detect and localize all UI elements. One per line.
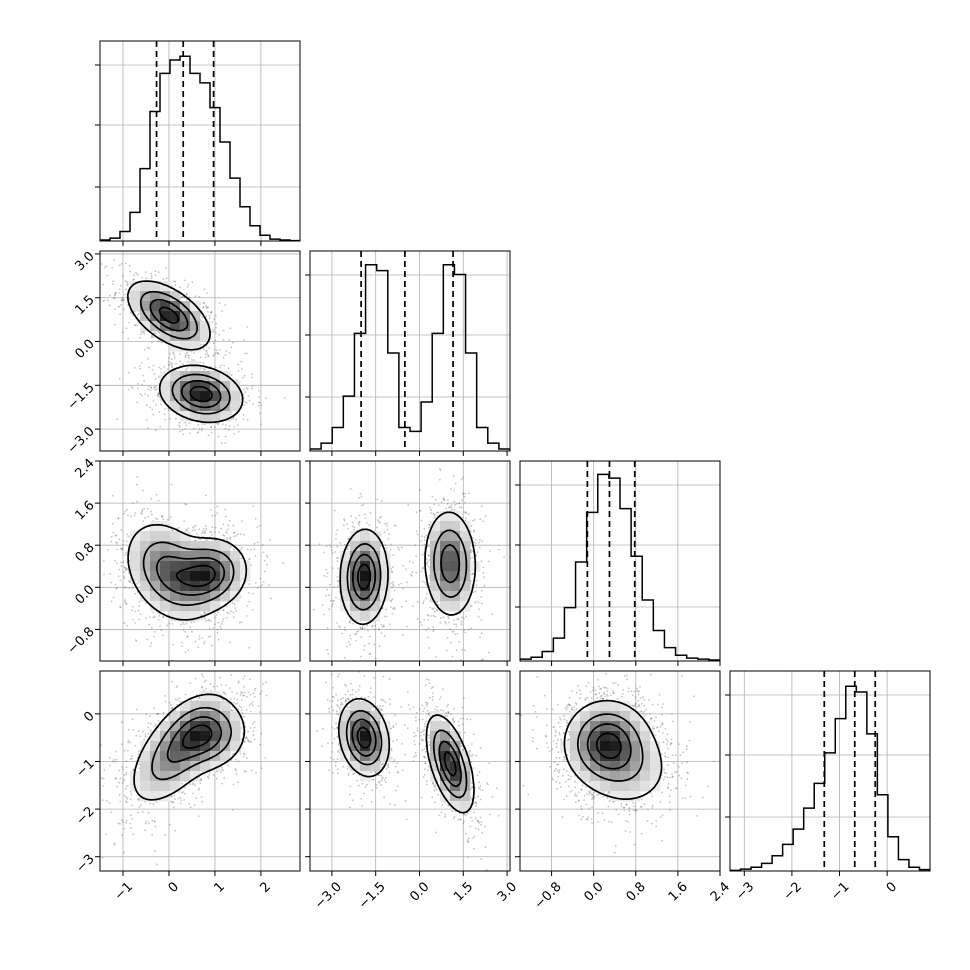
y-tick-label-p3: −3 [73, 852, 97, 876]
histogram-step [100, 55, 300, 241]
x-tick-label-p0: 2 [258, 879, 274, 895]
density-contours [337, 697, 475, 814]
y-tick-label-p2: 0.8 [72, 540, 97, 565]
y-tick-label-p1: 3.0 [72, 249, 97, 274]
x-tick-label-p2: 1.6 [666, 879, 691, 904]
x-tick-label-p1: 0.0 [407, 879, 432, 904]
x-tick-label-p1: 1.5 [451, 879, 476, 904]
y-tick-label-p2: 2.4 [72, 456, 97, 481]
y-tick-label-p2: −0.8 [65, 624, 98, 657]
y-tick-label-p1: −1.5 [65, 380, 98, 413]
y-tick-label-p2: 0.0 [72, 582, 97, 607]
panel-frame [519, 460, 721, 662]
panel-frame [99, 40, 301, 242]
x-tick-label-p1: 3.0 [495, 879, 520, 904]
x-tick-label-p0: −1 [112, 879, 136, 903]
x-tick-label-p1: −3.0 [312, 879, 345, 912]
hist-panel-3 [725, 670, 931, 872]
density-contours [126, 280, 244, 424]
panel-frame [519, 670, 721, 872]
density-panel-3-0 [99, 670, 301, 872]
y-tick-label-p2: 1.6 [72, 498, 97, 523]
x-tick-label-p1: −1.5 [356, 879, 389, 912]
density-panel-3-2 [519, 670, 721, 872]
panel-frame [309, 250, 511, 452]
density-contours [339, 511, 477, 626]
panel-frame [729, 670, 931, 872]
x-tick-label-p3: −2 [781, 879, 805, 903]
y-tick-label-p1: 0.0 [72, 337, 97, 362]
y-tick-label-p3: −2 [73, 804, 97, 828]
x-tick-label-p3: −1 [828, 879, 852, 903]
density-panel-2-0 [99, 460, 301, 662]
panel-frame [99, 460, 301, 662]
y-tick-label-p3: 0 [81, 709, 97, 725]
x-tick-label-p3: 0 [884, 879, 900, 895]
density-contours [563, 699, 663, 800]
x-tick-label-p3: −3 [733, 879, 757, 903]
panel-frame [309, 460, 511, 662]
x-tick-label-p2: 0.8 [624, 879, 649, 904]
density-contours [127, 523, 248, 621]
x-tick-label-p2: 2.4 [708, 879, 733, 904]
histogram-step [520, 473, 720, 661]
histogram-step [730, 685, 930, 871]
hist-panel-2 [515, 460, 721, 662]
y-tick-label-p1: −3.0 [65, 424, 98, 457]
panel-frame [309, 670, 511, 872]
x-tick-label-p2: 0.0 [581, 879, 606, 904]
panel-frame [99, 250, 301, 452]
histogram-step [310, 263, 510, 451]
hist-panel-1 [305, 250, 511, 452]
density-panel-3-1 [309, 670, 511, 872]
hist-panel-0 [95, 40, 301, 242]
y-tick-label-p1: 1.5 [72, 293, 97, 318]
density-contours [133, 693, 246, 801]
x-tick-label-p0: 0 [166, 879, 182, 895]
y-tick-label-p3: −1 [73, 757, 97, 781]
x-tick-label-p0: 1 [212, 879, 228, 895]
x-tick-label-p2: −0.8 [532, 879, 565, 912]
density-panel-2-1 [309, 460, 511, 662]
panel-frame [99, 670, 301, 872]
density-panel-1-0 [99, 250, 301, 452]
